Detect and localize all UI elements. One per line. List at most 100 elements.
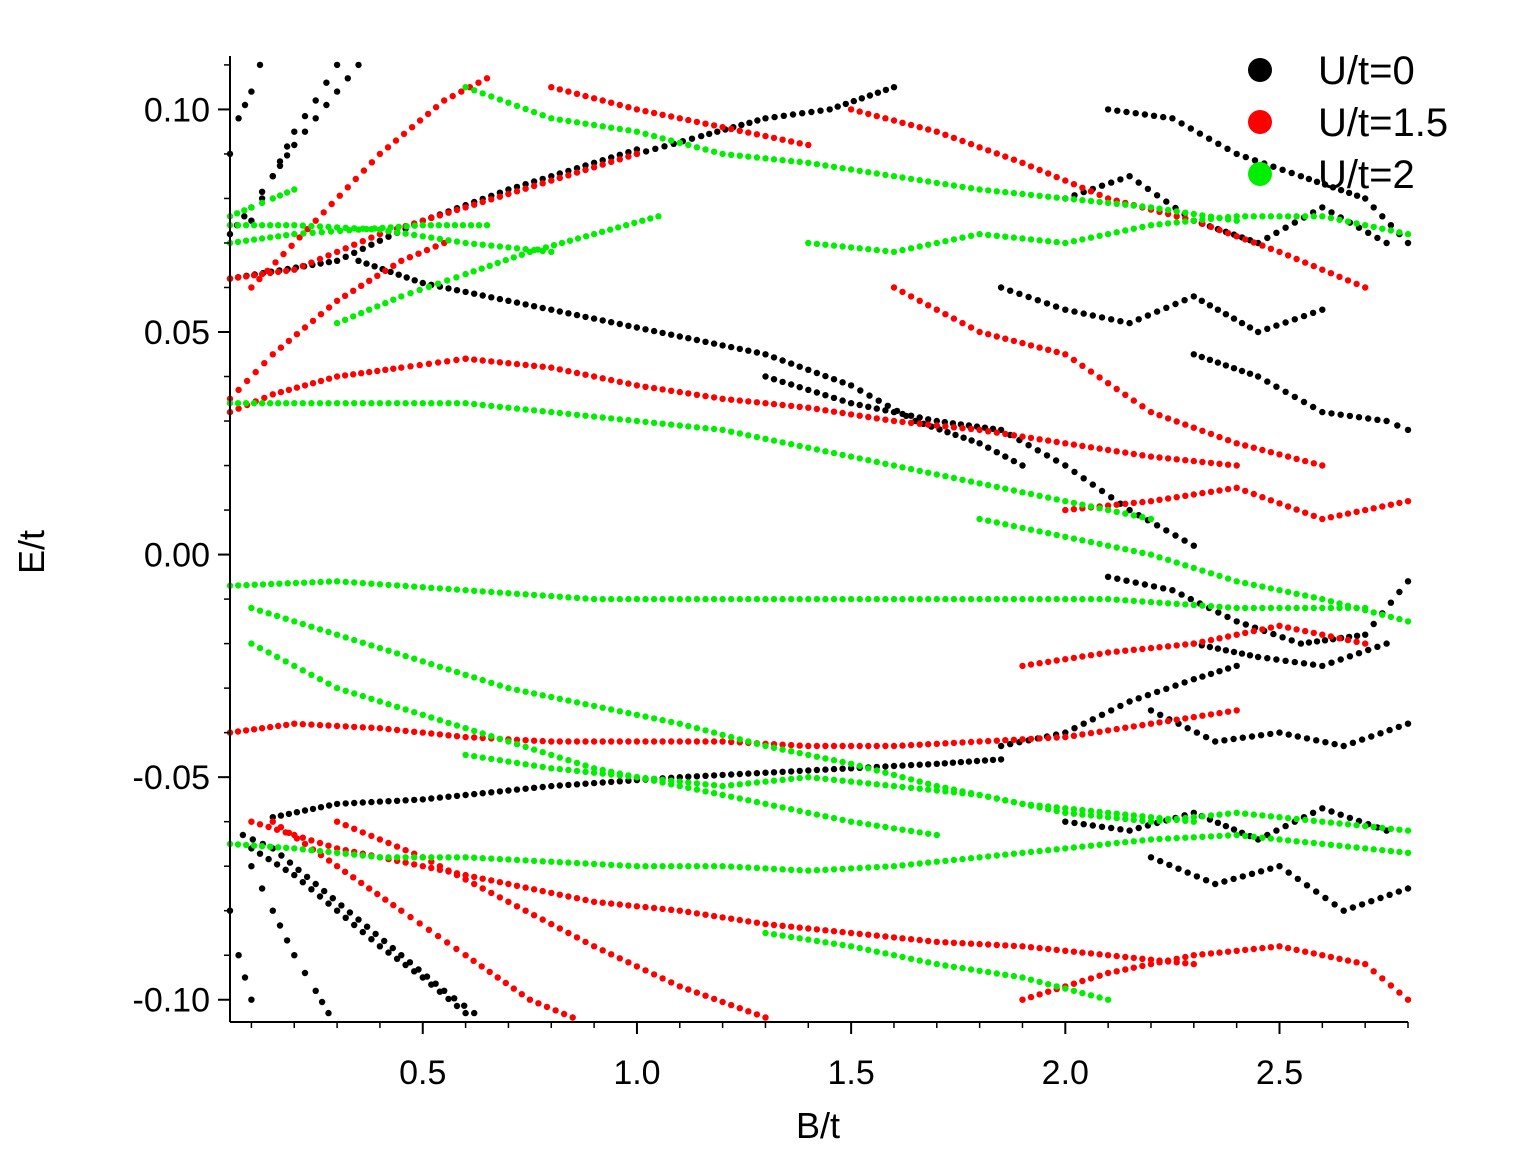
data-point xyxy=(1233,217,1240,224)
data-point xyxy=(1173,834,1180,842)
data-point xyxy=(925,126,932,133)
data-point xyxy=(407,363,414,370)
data-point xyxy=(453,854,461,861)
data-point xyxy=(316,721,324,729)
data-point xyxy=(1344,843,1352,850)
data-point xyxy=(710,595,718,603)
data-point xyxy=(985,968,992,976)
data-point xyxy=(925,178,932,185)
data-point xyxy=(1293,838,1300,845)
data-point xyxy=(1002,233,1009,240)
data-point xyxy=(338,902,345,909)
data-point xyxy=(1027,191,1035,199)
data-point xyxy=(1087,807,1095,815)
data-point xyxy=(822,927,829,934)
data-point xyxy=(1130,816,1138,824)
data-point xyxy=(813,389,821,396)
data-point xyxy=(959,940,966,947)
data-point xyxy=(374,303,381,310)
data-point xyxy=(1010,522,1018,530)
data-point xyxy=(1202,877,1210,884)
data-point xyxy=(1193,729,1201,736)
data-point xyxy=(425,283,433,290)
data-point xyxy=(382,366,389,373)
data-point xyxy=(993,941,1000,949)
data-point xyxy=(1404,885,1412,892)
data-point xyxy=(496,757,504,764)
data-point xyxy=(1096,994,1103,1001)
data-point xyxy=(277,812,285,819)
data-point xyxy=(1096,445,1103,452)
data-point xyxy=(847,106,855,113)
data-point xyxy=(813,161,821,168)
data-point xyxy=(779,357,786,364)
data-point xyxy=(1178,591,1185,598)
data-point xyxy=(488,588,495,596)
data-point xyxy=(650,595,658,603)
data-point xyxy=(548,84,555,91)
data-point xyxy=(462,270,469,278)
data-point xyxy=(556,859,563,866)
data-point xyxy=(899,953,906,961)
data-point xyxy=(1344,602,1352,609)
data-point xyxy=(1122,500,1129,507)
data-point xyxy=(1214,645,1222,652)
data-point xyxy=(1267,835,1275,842)
data-point xyxy=(436,585,444,592)
data-point xyxy=(1193,873,1201,880)
data-point xyxy=(1310,512,1318,520)
data-point xyxy=(817,107,824,114)
data-point xyxy=(1156,719,1163,726)
data-point xyxy=(762,400,769,407)
data-point xyxy=(993,737,1000,744)
data-point xyxy=(1230,315,1238,322)
data-point xyxy=(548,115,555,122)
data-point xyxy=(1062,533,1069,540)
data-point xyxy=(548,693,555,701)
data-point xyxy=(283,721,290,729)
data-point xyxy=(395,223,402,230)
data-point xyxy=(1070,980,1078,987)
data-point xyxy=(865,246,872,253)
data-point xyxy=(1156,959,1163,966)
data-point xyxy=(269,195,276,202)
data-point xyxy=(374,367,381,375)
data-point xyxy=(277,344,285,351)
data-point xyxy=(770,156,778,163)
data-point xyxy=(805,742,812,750)
data-point xyxy=(745,738,752,745)
data-point xyxy=(308,259,315,266)
data-point xyxy=(625,322,632,329)
data-point xyxy=(1036,436,1043,443)
data-point xyxy=(451,995,458,1002)
data-point xyxy=(488,402,495,410)
data-point xyxy=(830,408,838,415)
data-point xyxy=(291,266,298,273)
data-point xyxy=(1264,325,1271,332)
data-point xyxy=(1070,535,1078,542)
data-point xyxy=(616,772,623,779)
data-point xyxy=(1163,304,1170,311)
data-point xyxy=(299,846,306,853)
data-point xyxy=(1164,220,1172,227)
data-point xyxy=(1070,499,1078,507)
data-point xyxy=(839,409,846,417)
data-point xyxy=(1182,834,1189,841)
data-point xyxy=(1182,814,1189,822)
data-point xyxy=(368,695,375,702)
data-point xyxy=(1096,374,1103,381)
data-point xyxy=(346,909,354,916)
data-point xyxy=(548,248,555,256)
data-point xyxy=(1070,196,1078,203)
data-point xyxy=(976,426,983,434)
data-point xyxy=(406,254,414,261)
data-point xyxy=(1199,216,1206,223)
data-point xyxy=(728,863,735,870)
data-point xyxy=(822,866,829,873)
data-point xyxy=(710,912,718,920)
data-point xyxy=(608,951,615,958)
data-point xyxy=(522,907,529,914)
data-point xyxy=(1062,239,1069,247)
data-point xyxy=(368,642,375,649)
data-point xyxy=(436,212,444,219)
